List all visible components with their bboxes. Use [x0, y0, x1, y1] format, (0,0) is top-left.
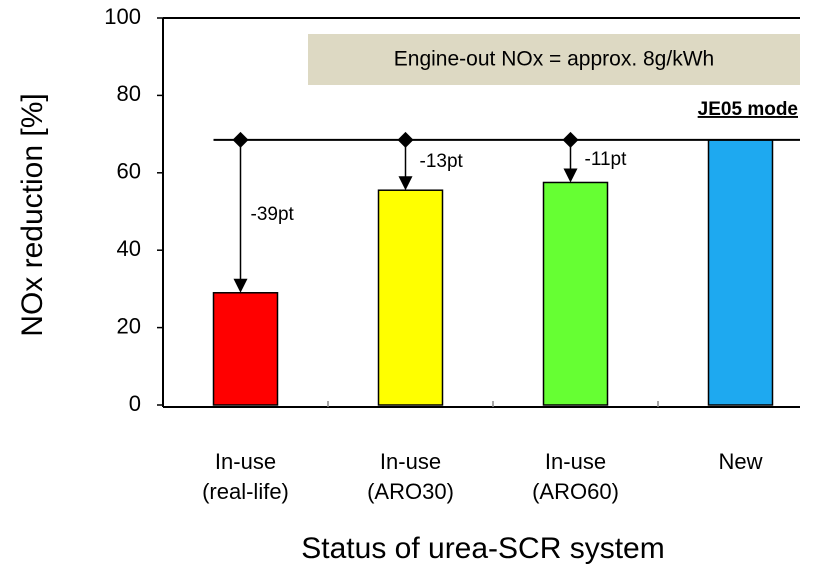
- bar: [542, 181, 609, 406]
- y-tick-label: 20: [117, 313, 141, 338]
- y-tick-label: 80: [117, 81, 141, 106]
- x-tick-label: In-use (ARO60): [532, 449, 619, 504]
- x-axis-label: Status of urea-SCR system: [301, 532, 664, 565]
- y-tick-label: 0: [129, 391, 141, 416]
- x-tick-label: New: [718, 449, 763, 474]
- box-note: Engine-out NOx = approx. 8g/kWh: [394, 48, 714, 71]
- note-box: [308, 34, 800, 85]
- bar: [377, 189, 444, 406]
- drop-label: -39pt: [251, 204, 295, 225]
- y-axis-label: NOx reduction [%]: [16, 93, 49, 336]
- y-tick-label: 60: [117, 159, 141, 184]
- arrow-head: [233, 278, 248, 293]
- drop-label: -11pt: [585, 149, 628, 170]
- x-tick-label: In-use (ARO30): [367, 449, 454, 504]
- x-tick-label: In-use (real-life): [202, 449, 289, 504]
- y-tick-label: 100: [104, 4, 141, 29]
- arrow-head: [398, 176, 413, 191]
- bar: [212, 292, 279, 406]
- drop-label: -13pt: [420, 151, 464, 172]
- y-tick-label: 40: [117, 236, 141, 261]
- mode-note: JE05 mode: [698, 99, 798, 120]
- bar: [707, 139, 774, 406]
- arrow-head: [563, 168, 578, 183]
